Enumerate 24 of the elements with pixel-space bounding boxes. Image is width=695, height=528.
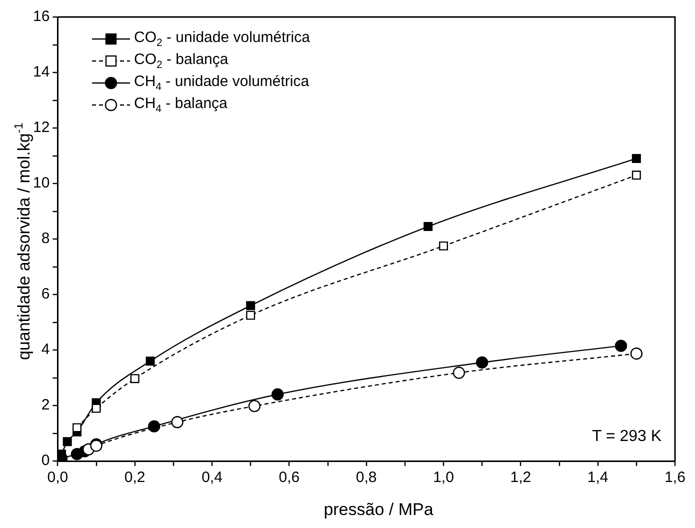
- x-tick-label: 1,4: [587, 469, 608, 486]
- x-tick-label: 1,6: [664, 469, 686, 486]
- x-axis-title: pressão / MPa: [322, 500, 434, 520]
- y-tick-label: 14: [32, 64, 50, 81]
- x-tick-label: 1,2: [510, 469, 532, 486]
- y-tick-label: 6: [41, 286, 50, 303]
- y-tick-label: 0: [41, 452, 50, 470]
- y-tick-label: 16: [32, 8, 50, 26]
- x-tick-label: 1,0: [433, 469, 454, 486]
- legend-label: CH$_{4}$ - balança: [134, 95, 228, 115]
- y-tick-label: 4: [41, 341, 50, 358]
- x-tick-label: 0,2: [124, 469, 146, 486]
- y-tick-label: 2: [41, 396, 50, 414]
- legend-label: CO$_{2}$ - unidade volumétrica: [134, 29, 310, 49]
- x-tick-label: 0,0: [47, 469, 68, 486]
- x-tick-label: 0,8: [356, 469, 377, 486]
- y-tick-label: 10: [32, 174, 50, 192]
- x-tick-label: 0,4: [202, 469, 222, 486]
- x-tick-label: 0,6: [278, 469, 300, 486]
- y-tick-label: 12: [32, 119, 50, 136]
- legend-label: CO$_{2}$ - balança: [134, 51, 228, 71]
- legend-label: CH$_{4}$ - unidade volumétrica: [134, 73, 310, 93]
- y-tick-label: 8: [41, 230, 50, 248]
- annotation: T = 293 K: [592, 428, 662, 446]
